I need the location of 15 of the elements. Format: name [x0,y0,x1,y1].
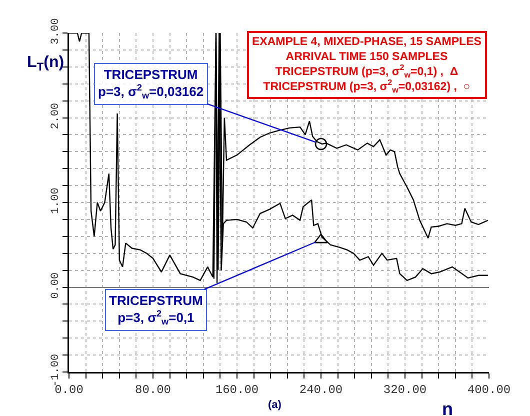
text: (a) [268,399,282,411]
y-tick-label: 3.00 [50,18,62,45]
annotation: TRICEPSTRUM p=3, σ$^{2}$$_{w}$=0,03162 [98,67,204,101]
y-axis-title: L$_{T}$(n) [27,54,64,74]
x-axis-title: n [442,399,453,416]
x-tick-label: 240.00 [299,382,343,397]
y-tick-label: 0.00 [50,272,62,299]
y-tick-label: 1.00 [50,188,62,214]
x-tick-label: 320.00 [383,382,427,397]
y-tick-label: 2.00 [50,102,62,130]
annotation: TRICEPSTRUM p=3, σ$^{2}$$_{w}$=0,1 [109,293,203,327]
x-tick-label: 160.00 [215,382,259,397]
x-tick-label: 400.00 [467,382,511,397]
text: EXAMPLE 4, MIXED-PHASE, 15 SAMPLES ARRIVAL TIME 150 SAMPLES TRICEPSTRUM (p=3, σ$^{2}$$_{w}$=0,1) , Δ TRICEPSTRUM (p=3, σ$^{2}$$_{w}$=0,03162) , ○ [252,36,482,94]
x-tick-label: 80.00 [134,382,172,397]
